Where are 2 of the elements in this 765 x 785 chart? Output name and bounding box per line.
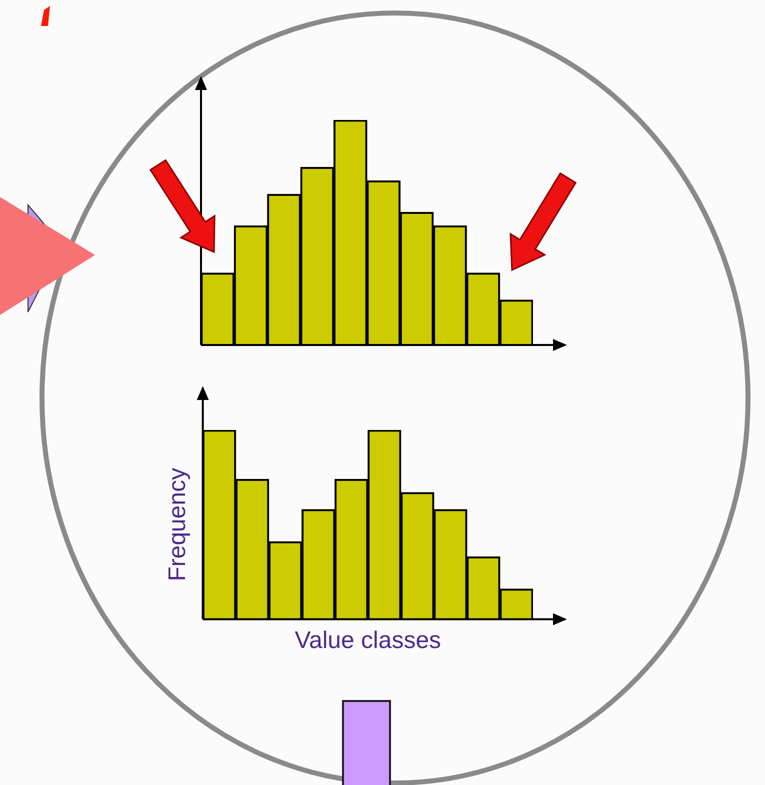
x-axis-title: Value classes [294,627,442,654]
y-axis-title: Frequency [164,468,192,582]
